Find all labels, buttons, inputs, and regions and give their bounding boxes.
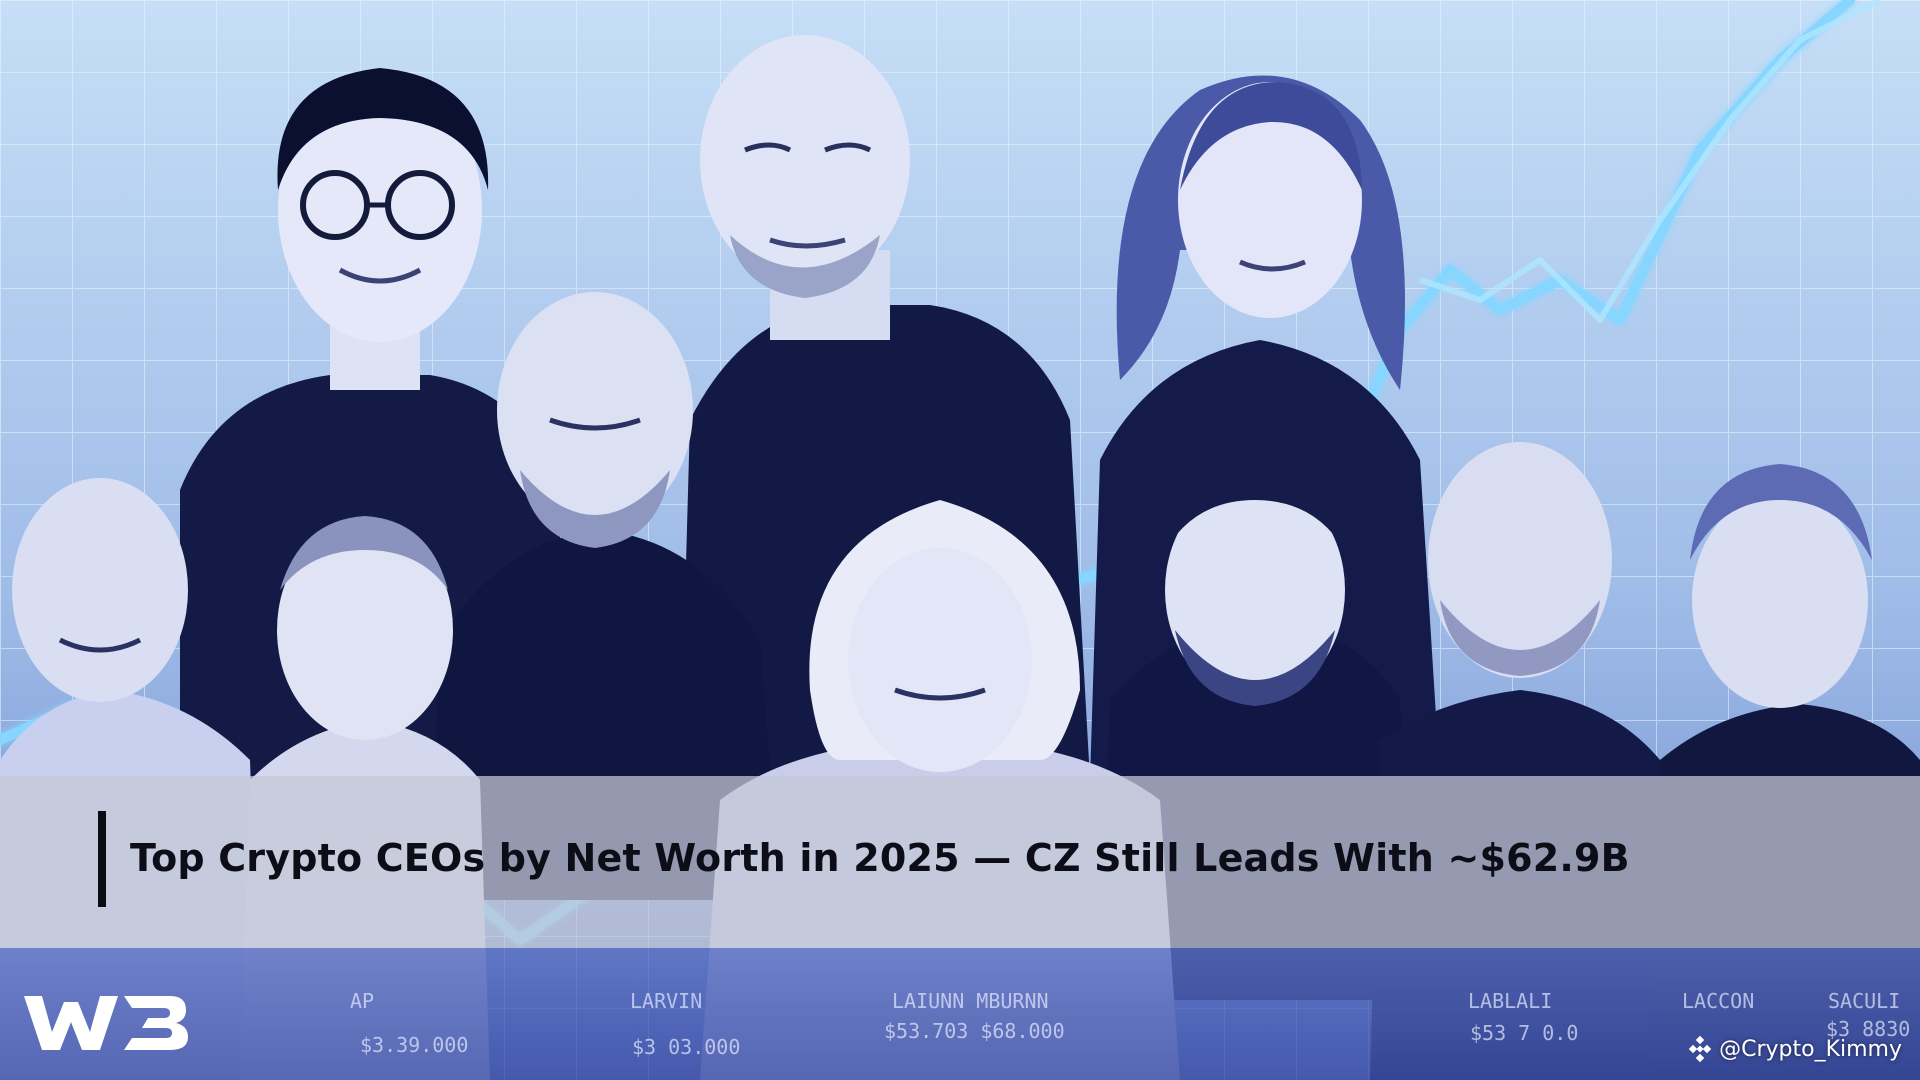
watermark: @Crypto_Kimmy xyxy=(1687,1032,1902,1066)
faint-illustration-labels: AP $3.39.000 LARVIN $3 03.000 LAIUNN MBU… xyxy=(350,989,1910,1059)
faint-label-name: SACULI xyxy=(1828,989,1900,1013)
faint-label-amount: $53.703 $68.000 xyxy=(884,1019,1065,1043)
faint-label-amount: $3 03.000 xyxy=(632,1035,740,1059)
faint-label-amount: $3.39.000 xyxy=(360,1033,468,1057)
faint-label-amount: $53 7 0.0 xyxy=(1470,1021,1578,1045)
faint-label-name: LARVIN xyxy=(630,989,702,1013)
faint-label-name: AP xyxy=(350,989,374,1013)
faint-label-name: LACCON xyxy=(1682,989,1754,1013)
caption-band xyxy=(0,776,1920,948)
trend-line-secondary xyxy=(1419,0,1882,323)
headline-caption: Top Crypto CEOs by Net Worth in 2025 — C… xyxy=(130,836,1630,880)
w3-logo: W3 xyxy=(24,996,188,1050)
faint-label-name: LAIUNN MBURNN xyxy=(892,989,1049,1013)
binance-diamond-icon xyxy=(1688,1036,1712,1062)
faint-label-amount: $3 8830 xyxy=(1826,1017,1910,1041)
watermark-handle: @Crypto_Kimmy xyxy=(1719,1036,1902,1062)
bottom-band xyxy=(0,948,1920,1080)
caption-accent-bar xyxy=(98,811,106,907)
portrait-person-glasses xyxy=(180,68,560,780)
faint-label-name: LABLALI xyxy=(1468,989,1552,1013)
